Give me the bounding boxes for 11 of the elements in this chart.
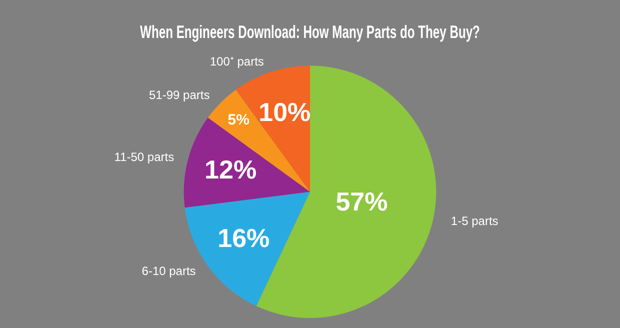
slice-label: 11-50 parts <box>114 150 174 164</box>
slice-label: 6-10 parts <box>142 264 196 278</box>
data-label: 16% <box>218 223 270 254</box>
slice-label: 100⁺ parts <box>210 54 264 69</box>
slice-label: 51-99 parts <box>148 88 210 102</box>
data-label: 5% <box>228 112 250 129</box>
slice-label: 1-5 parts <box>450 214 498 228</box>
data-label: 12% <box>204 154 257 185</box>
data-label: 10% <box>258 96 311 127</box>
chart-title: When Engineers Download: How Many Parts do They Buy? <box>140 22 480 42</box>
data-label: 57% <box>336 186 388 217</box>
